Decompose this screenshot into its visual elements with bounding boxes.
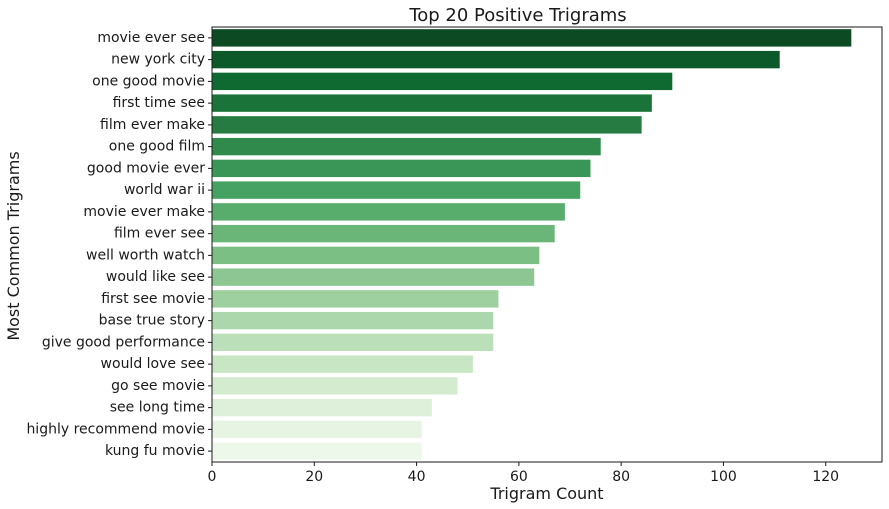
y-tick-label: kung fu movie	[105, 443, 205, 459]
y-tick-label: film ever see	[114, 226, 205, 242]
bar	[212, 29, 852, 47]
bar	[212, 268, 535, 286]
bar	[212, 355, 473, 373]
y-tick-label: highly recommend movie	[26, 421, 205, 437]
y-tick-label: first time see	[113, 95, 205, 111]
y-tick-label: new york city	[111, 52, 205, 68]
plot-frame	[211, 26, 883, 463]
bar	[212, 311, 494, 330]
x-tick-label: 20	[305, 469, 323, 485]
bar	[212, 290, 499, 308]
axes-border	[211, 26, 883, 463]
bar	[212, 137, 601, 156]
x-ticks-group: 0 20 40 60 80 100 120	[208, 462, 839, 485]
bar	[212, 442, 422, 460]
bar	[212, 72, 673, 91]
y-tick-label: one good movie	[92, 73, 205, 89]
y-tick-label: movie ever see	[97, 30, 205, 46]
y-tick-label: world war ii	[124, 182, 205, 198]
y-tick-label: see long time	[110, 400, 205, 416]
x-axis-label: Trigram Count	[489, 484, 603, 503]
x-tick-label: 0	[208, 469, 217, 485]
bar	[212, 224, 555, 243]
x-tick-label: 40	[408, 469, 426, 485]
y-tick-label: would like see	[106, 269, 205, 285]
bar	[212, 50, 780, 69]
y-tick-label: base true story	[99, 313, 205, 329]
y-tick-label: first see movie	[101, 291, 205, 307]
x-tick-label: 60	[510, 469, 528, 485]
bar	[212, 333, 494, 352]
y-tick-label: well worth watch	[86, 247, 205, 263]
bar	[212, 398, 432, 417]
x-tick-label: 100	[710, 469, 737, 485]
y-tick-label: one good film	[109, 139, 205, 155]
bar	[212, 420, 422, 439]
y-tick-label: film ever make	[100, 117, 205, 133]
y-tick-label: good movie ever	[87, 160, 205, 176]
bar	[212, 159, 591, 178]
y-axis-label: Most Common Trigrams	[4, 151, 23, 340]
y-ticks-group: movie ever see new york city one good movi…	[26, 30, 212, 459]
bar	[212, 246, 540, 265]
bar	[212, 203, 565, 221]
x-tick-label: 80	[612, 469, 630, 485]
y-tick-label: movie ever make	[83, 204, 205, 220]
bar	[212, 181, 581, 199]
bars-group	[212, 29, 852, 460]
bar	[212, 94, 652, 112]
y-tick-label: would love see	[101, 356, 205, 372]
y-tick-label: give good performance	[42, 334, 205, 350]
x-tick-label: 120	[812, 469, 839, 485]
chart-title: Top 20 Positive Trigrams	[408, 5, 626, 26]
y-tick-label: go see movie	[111, 378, 205, 394]
bar	[212, 377, 458, 395]
bar	[212, 116, 642, 134]
